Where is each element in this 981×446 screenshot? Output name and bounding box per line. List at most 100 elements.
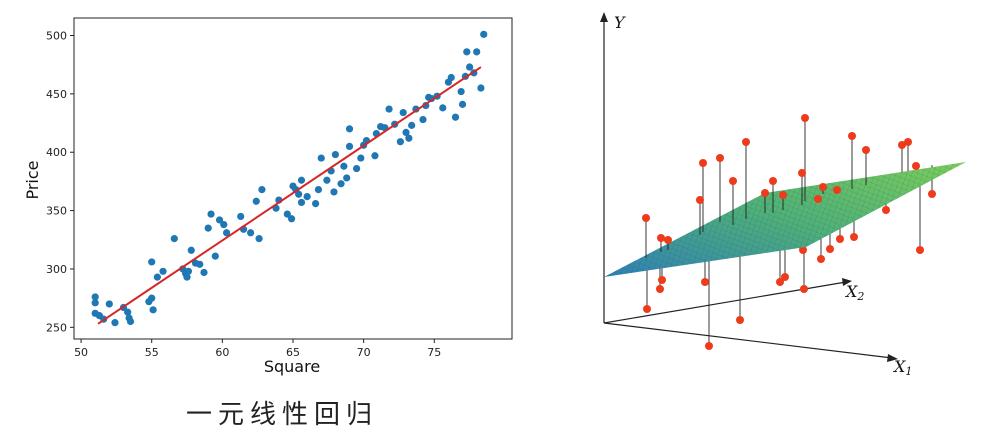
data-point-3d [701, 278, 709, 286]
data-point [419, 115, 427, 124]
data-point [159, 267, 167, 275]
y-tick-label: 500 [46, 30, 67, 43]
data-point [126, 317, 135, 326]
data-point [252, 197, 260, 205]
data-point [187, 246, 195, 254]
x-axis-label: Square [264, 357, 320, 376]
data-point [283, 210, 291, 218]
data-point [477, 84, 485, 92]
data-point [297, 176, 306, 184]
data-point [331, 150, 339, 159]
data-point [149, 306, 157, 314]
x2-axis-arrowhead [842, 278, 852, 286]
data-point-3d [904, 138, 912, 146]
data-point [148, 258, 156, 266]
data-point [303, 192, 311, 201]
data-point [357, 154, 365, 162]
data-point [204, 224, 212, 232]
data-point [352, 164, 361, 173]
data-point [371, 152, 379, 160]
data-point [385, 105, 393, 113]
data-point [345, 125, 354, 133]
y-axis-label: Price [23, 160, 42, 199]
data-point [439, 104, 447, 112]
data-point [314, 185, 323, 194]
data-point [323, 176, 331, 184]
data-point-3d [836, 235, 844, 243]
data-point-3d [862, 146, 870, 154]
y-tick-label: 400 [46, 146, 67, 159]
data-point [184, 267, 193, 275]
data-point-3d [716, 154, 724, 162]
data-point [463, 48, 471, 56]
data-point [207, 210, 215, 218]
y-tick-label: 350 [46, 205, 67, 218]
data-point-3d [742, 138, 750, 146]
x-tick-label: 60 [215, 346, 229, 359]
data-point [343, 174, 351, 182]
data-point-3d [656, 285, 664, 293]
data-point [183, 273, 191, 281]
x-tick-label: 55 [145, 346, 159, 359]
y-axis-3d-label: Y [614, 13, 626, 32]
data-point-3d [928, 190, 936, 198]
data-point [408, 121, 416, 129]
plot-3d-area: Y X2 X1 [600, 12, 966, 378]
data-point [457, 87, 465, 96]
data-point-3d [912, 162, 920, 170]
data-point [451, 113, 460, 121]
x1-axis-3d [603, 322, 893, 359]
data-point-3d [850, 233, 858, 241]
data-point [405, 134, 413, 142]
data-point [220, 221, 228, 229]
data-point-3d [705, 342, 713, 350]
data-point [91, 293, 99, 301]
data-point-3d [826, 245, 834, 253]
data-point [105, 300, 113, 308]
data-point-3d [699, 159, 707, 167]
data-point [200, 268, 208, 277]
data-point [247, 229, 255, 237]
data-point-3d [799, 246, 807, 254]
data-point-3d [658, 276, 666, 284]
data-point-3d [657, 234, 665, 242]
data-point [295, 190, 303, 198]
data-point [111, 319, 119, 327]
data-point [458, 100, 467, 108]
x-tick-label: 70 [357, 346, 371, 359]
data-point [473, 48, 481, 56]
data-point-3d [736, 316, 744, 324]
y-axis-arrowhead [600, 12, 608, 22]
data-point-3d [882, 206, 890, 214]
y-tick-label: 300 [46, 263, 67, 276]
data-point-3d [696, 196, 704, 204]
data-point [396, 138, 404, 146]
data-point [402, 128, 410, 136]
regression-scatter-chart: Price Square 50 55 60 65 70 75 250 300 350 400 450… [23, 17, 513, 376]
data-point [170, 235, 178, 243]
data-point [287, 215, 296, 223]
data-point [91, 299, 99, 307]
data-point-3d [798, 169, 806, 177]
data-point-3d [801, 114, 809, 122]
data-point [447, 73, 455, 82]
data-point-3d [819, 183, 827, 191]
data-point [222, 229, 231, 237]
data-point [330, 188, 338, 196]
data-point [399, 108, 407, 117]
data-point-3d [848, 132, 856, 140]
data-point-3d [916, 246, 924, 254]
data-point [340, 162, 348, 170]
data-point-3d [814, 195, 822, 203]
regression-plane [604, 162, 966, 277]
data-point [196, 260, 204, 268]
chart-caption: 一元线性回归 [186, 400, 379, 430]
data-point [466, 63, 474, 71]
data-point-3d [729, 177, 737, 185]
data-point-3d [769, 177, 777, 185]
data-point-3d [776, 278, 784, 286]
x1-axis-3d-label: X1 [892, 357, 912, 378]
data-point-3d [664, 236, 672, 244]
x1-axis-arrowhead [887, 354, 898, 362]
data-point-3d [817, 255, 825, 263]
